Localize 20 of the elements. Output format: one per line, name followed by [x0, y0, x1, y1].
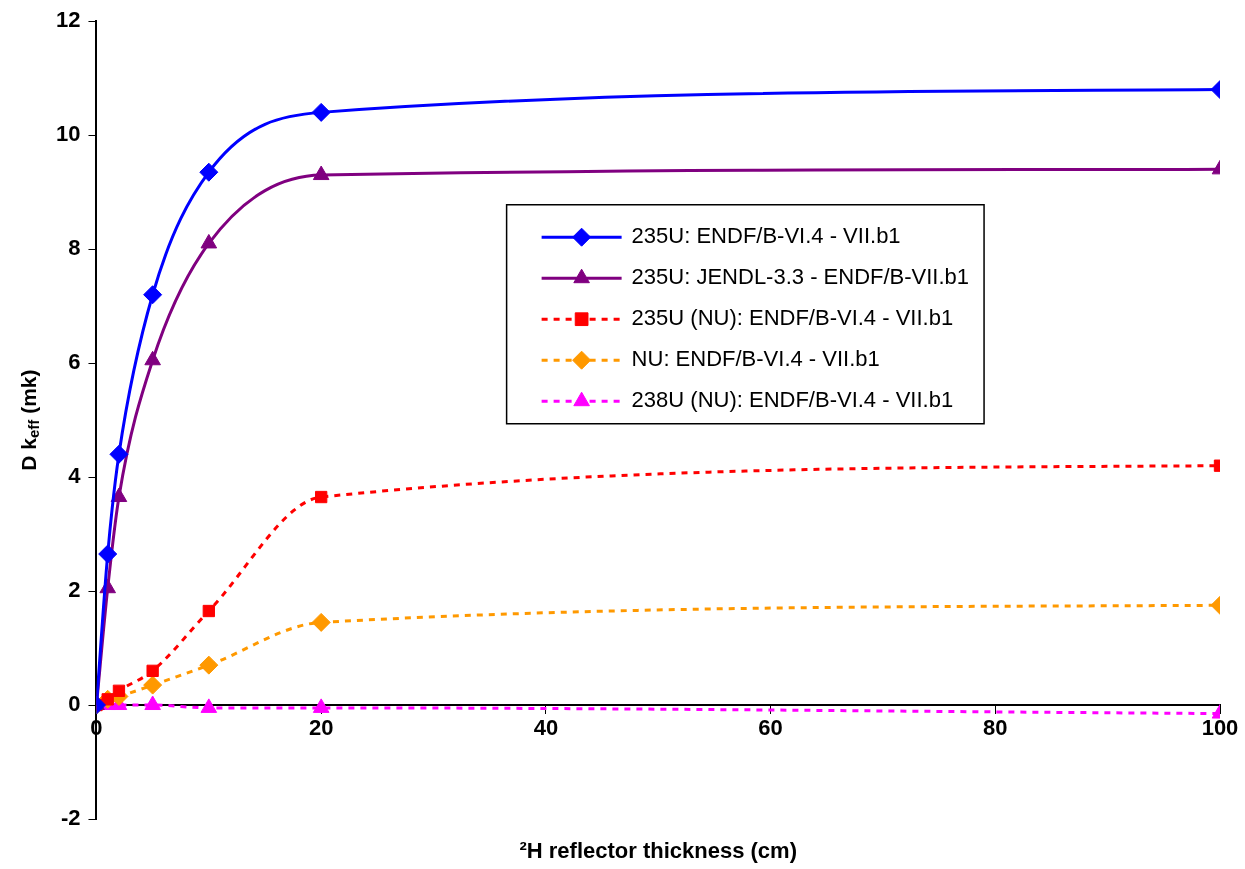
- y-tick-label: 0: [68, 691, 81, 717]
- x-tick-label: 20: [308, 715, 334, 741]
- y-axis-title: D keff (mk): [16, 369, 43, 471]
- x-tick-label: 60: [758, 715, 783, 741]
- x-tick-label: 80: [983, 715, 1008, 741]
- legend-label: 235U: JENDL-3.3 - ENDF/B-VII.b1: [631, 264, 970, 290]
- x-tick-label: 40: [533, 715, 559, 741]
- legend-label: 235U: ENDF/B-VI.4 - VII.b1: [631, 223, 901, 249]
- legend-label: 235U (NU): ENDF/B-VI.4 - VII.b1: [631, 305, 954, 331]
- x-axis-title: ²H reflector thickness (cm): [519, 838, 797, 864]
- legend-label: NU: ENDF/B-VI.4 - VII.b1: [631, 346, 880, 372]
- y-tick-label: 10: [55, 121, 81, 147]
- legend-label: 238U (NU): ENDF/B-VI.4 - VII.b1: [631, 387, 954, 413]
- y-tick-label: -2: [60, 805, 81, 831]
- y-tick-label: 6: [68, 349, 81, 375]
- x-tick-label: 100: [1201, 715, 1239, 741]
- y-tick-label: 2: [68, 577, 81, 603]
- y-tick-label: 8: [68, 235, 81, 261]
- y-tick-label: 4: [68, 463, 82, 489]
- y-tick-label: 12: [55, 7, 81, 33]
